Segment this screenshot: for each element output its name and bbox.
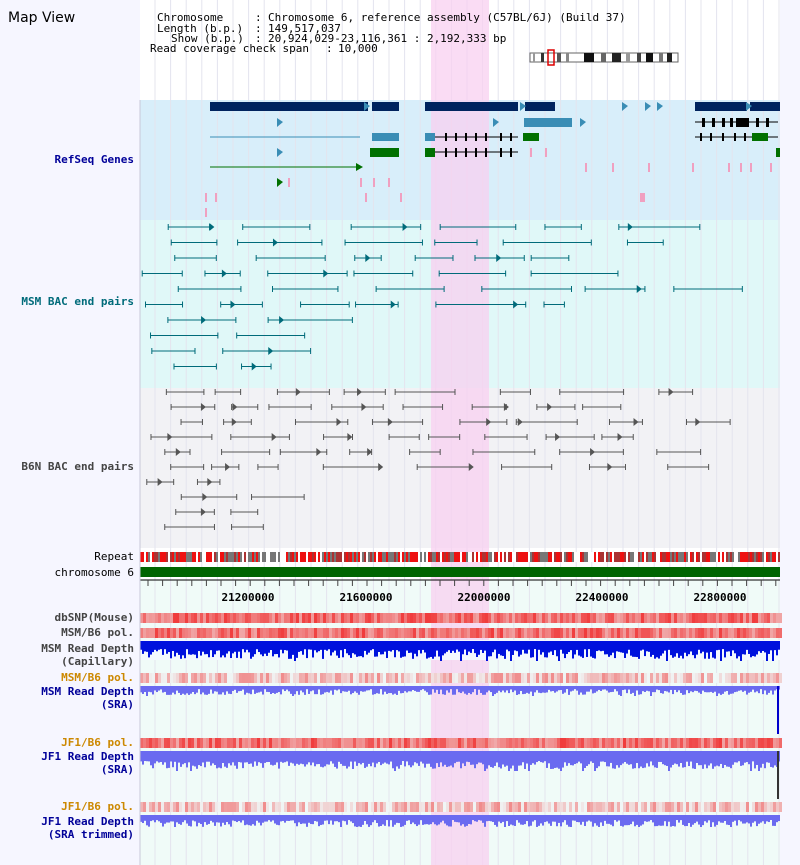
track-label-msm-b6-pol-2[interactable]: MSM/B6 pol. — [61, 671, 134, 684]
position-ruler: 21200000 21600000 22000000 22400000 22800000 — [140, 579, 780, 604]
dbsnp-strip — [140, 613, 782, 623]
track-label-msm-b6-pol-1[interactable]: MSM/B6 pol. — [61, 626, 134, 639]
track-label-refseq[interactable]: RefSeq Genes — [54, 153, 134, 166]
track-label-jf1-b6-pol-2[interactable]: JF1/B6 pol. — [61, 800, 134, 813]
track-label-jf1-depth-trimmed[interactable]: JF1 Read Depth — [41, 815, 134, 828]
colon-sep-2: : — [255, 22, 262, 35]
span-key: Read coverage check span — [150, 42, 309, 55]
ruler-tick-label: 22800000 — [694, 591, 747, 604]
chromosome-ideogram — [529, 52, 679, 63]
refseq-gene-features — [205, 102, 780, 217]
track-label-jf1-depth-trimmed-sub: (SRA trimmed) — [47, 828, 134, 841]
track-label-msm-depth-capillary-sub: (Capillary) — [61, 655, 134, 668]
jf1-depth-sra — [140, 751, 780, 771]
jf1-b6-pol-strip-1 — [140, 738, 782, 748]
view-title: Map View — [8, 10, 76, 26]
repeat-track — [140, 552, 780, 562]
colon-sep-1: : — [255, 11, 262, 24]
length-value: 149,517,037 — [268, 22, 341, 35]
span-value: 10,000 — [338, 42, 378, 55]
track-label-dbsnp[interactable]: dbSNP(Mouse) — [54, 611, 134, 624]
track-label-jf1-b6-pol-1[interactable]: JF1/B6 pol. — [61, 736, 134, 749]
chromosome-value: Chromosome 6, reference assembly (C57BL/… — [268, 11, 626, 24]
msm-depth-sra — [140, 686, 780, 696]
ideogram-position-marker — [547, 49, 555, 66]
track-label-msm-depth-sra-sub: (SRA) — [100, 698, 134, 711]
length-key: Length (b.p.) — [157, 22, 244, 35]
track-label-msm-bac[interactable]: MSM BAC end pairs — [21, 295, 134, 308]
track-label-msm-depth-sra[interactable]: MSM Read Depth — [41, 685, 134, 698]
track-label-msm-depth-capillary[interactable]: MSM Read Depth — [41, 642, 134, 655]
msm-depth-capillary — [140, 641, 780, 661]
track-label-b6n-bac[interactable]: B6N BAC end pairs — [21, 460, 134, 473]
msm-bac-pairs — [141, 223, 743, 371]
track-label-jf1-depth-sra-sub: (SRA) — [100, 763, 134, 776]
highlight-region — [431, 0, 489, 865]
track-label-jf1-depth-sra[interactable]: JF1 Read Depth — [41, 750, 134, 763]
jf1-b6-pol-strip-2 — [140, 802, 782, 812]
track-label-chromosome[interactable]: chromosome 6 — [54, 566, 134, 579]
msm-depth-sra-peak — [777, 686, 779, 734]
jf1-depth-sra-peak — [777, 751, 779, 799]
ruler-tick-label: 21600000 — [340, 591, 393, 604]
show-value: 20,924,029-23,116,361 : 2,192,333 bp — [268, 32, 507, 45]
chromosome-key: Chromosome — [157, 11, 224, 24]
msm-b6-pol-strip-1 — [140, 628, 782, 638]
track-label-repeat[interactable]: Repeat — [94, 550, 134, 563]
chromosome-bar — [140, 567, 780, 577]
ruler-tick-label: 22000000 — [458, 591, 511, 604]
b6n-bac-pairs — [146, 388, 731, 530]
show-key: Show (b.p.) — [171, 32, 244, 45]
colon-sep-3: : — [255, 32, 262, 45]
colon-sep-4: : — [326, 42, 333, 55]
ruler-tick-label: 21200000 — [222, 591, 275, 604]
ruler-tick-label: 22400000 — [576, 591, 629, 604]
msm-b6-pol-strip-2 — [140, 673, 782, 683]
jf1-depth-trimmed — [140, 815, 780, 827]
